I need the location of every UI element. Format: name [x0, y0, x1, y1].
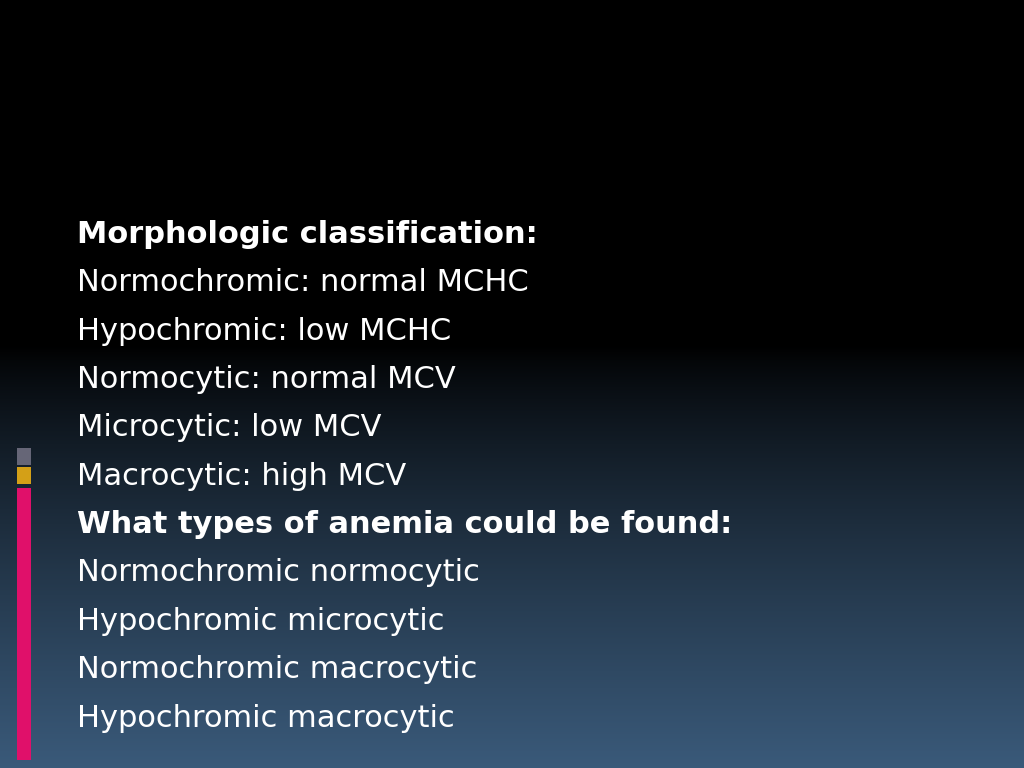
Text: Morphologic classification:: Morphologic classification: [77, 220, 538, 249]
Bar [44, 71, 46, 113]
Text: Macrocytic: high MCV: Macrocytic: high MCV [77, 462, 407, 491]
Text: Hypochromic: low MCHC: Hypochromic: low MCHC [77, 316, 451, 346]
Bar [17, 467, 31, 484]
Text: Normochromic macrocytic: Normochromic macrocytic [77, 655, 477, 684]
Text: Normocytic: normal MCV: Normocytic: normal MCV [77, 365, 456, 394]
Text: What types of anemia could be found:: What types of anemia could be found: [77, 510, 732, 539]
Bar [48, 71, 51, 113]
Bar [17, 448, 31, 465]
Text: Normochromic normocytic: Normochromic normocytic [77, 558, 479, 588]
Bar [28, 71, 32, 113]
Text: Hypochromic microcytic: Hypochromic microcytic [77, 607, 444, 636]
Bar [38, 71, 42, 113]
Text: Hypochromic macrocytic: Hypochromic macrocytic [77, 703, 455, 733]
Text: Microcytic: low MCV: Microcytic: low MCV [77, 413, 381, 442]
Bar [17, 488, 31, 760]
Text: Normochromic: normal MCHC: Normochromic: normal MCHC [77, 268, 528, 297]
Bar [34, 71, 36, 113]
